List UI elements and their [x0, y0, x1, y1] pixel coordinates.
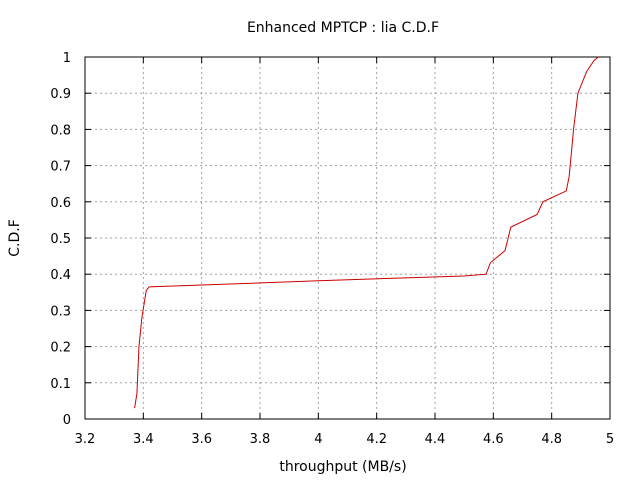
- y-tick-label: 0.6: [50, 196, 71, 211]
- y-tick-label: 0.5: [50, 232, 71, 247]
- x-tick-label: 5: [606, 432, 614, 447]
- y-axis-ticks: 0 0.1 0.2 0.3 0.4 0.5 0.6 0.7 0.8 0.9 1: [50, 51, 610, 428]
- chart-title: Enhanced MPTCP : lia C.D.F: [247, 20, 439, 36]
- x-tick-label: 4.8: [541, 432, 562, 447]
- x-tick-label: 4.2: [366, 432, 387, 447]
- y-tick-label: 0.8: [50, 123, 71, 138]
- x-tick-label: 3.8: [250, 432, 271, 447]
- y-tick-label: 0.3: [50, 304, 71, 319]
- cdf-series-line: [134, 56, 599, 409]
- y-tick-label: 0.1: [50, 377, 71, 392]
- x-tick-label: 4.6: [483, 432, 504, 447]
- y-tick-label: 0: [63, 413, 71, 428]
- y-axis-label: C.D.F: [7, 219, 23, 257]
- x-tick-label: 4: [314, 432, 322, 447]
- y-tick-label: 0.7: [50, 160, 71, 175]
- x-axis-ticks: 3.2 3.4 3.6 3.8 4 4.2 4.4 4.6 4.8 5: [75, 57, 614, 447]
- x-tick-label: 4.4: [425, 432, 446, 447]
- y-tick-label: 0.9: [50, 87, 71, 102]
- y-tick-label: 0.4: [50, 268, 71, 283]
- x-tick-label: 3.2: [75, 432, 96, 447]
- series-group: [134, 56, 599, 409]
- x-tick-label: 3.4: [133, 432, 154, 447]
- y-tick-label: 0.2: [50, 341, 71, 356]
- grid-lines: [85, 57, 610, 419]
- x-tick-label: 3.6: [191, 432, 212, 447]
- x-axis-label: throughput (MB/s): [279, 459, 406, 475]
- y-tick-label: 1: [63, 51, 71, 66]
